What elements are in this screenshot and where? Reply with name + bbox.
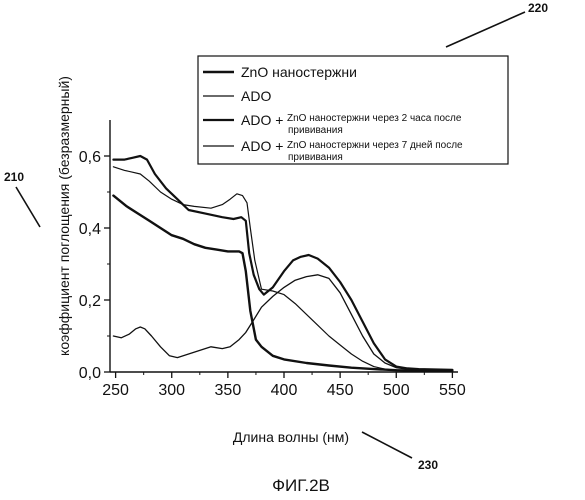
legend-prefix-ado-zno-7d: ADO + [241, 138, 283, 154]
legend-continuation-ado-zno-2h: прививания [288, 125, 343, 136]
legend-prefix-ado-zno-2h: ADO + [241, 112, 283, 128]
y-tick-label: 0,2 [79, 293, 101, 310]
series-line-ado-zno-2h [113, 156, 452, 370]
legend-label-ado-zno-7d: ZnO наностержни через 7 дней после [287, 140, 463, 151]
series-line-zno [113, 196, 452, 371]
y-tick-label: 0,6 [79, 149, 101, 166]
x-axis-title: Длина волны (нм) [233, 429, 349, 445]
x-tick-label: 350 [215, 382, 242, 399]
series-line-ado [113, 275, 452, 370]
series-line-ado-zno-7d [113, 167, 452, 371]
y-tick-label: 0,4 [79, 221, 101, 238]
legend-label-ado: ADO [241, 88, 271, 104]
x-tick-label: 450 [327, 382, 354, 399]
ref-leader-230 [362, 432, 412, 458]
legend-label-ado-zno-2h: ZnO наностержни через 2 часа после [287, 113, 462, 124]
x-tick-label: 500 [383, 382, 410, 399]
x-tick-label: 400 [271, 382, 298, 399]
ref-label-220: 220 [528, 1, 548, 15]
ref-leader-220 [446, 12, 525, 47]
y-axis-title: коэффициент поглощения (безразмерный) [56, 76, 72, 356]
ref-label-210: 210 [4, 170, 24, 184]
x-tick-label: 550 [439, 382, 466, 399]
legend: ZnO наностержни ADO ADO + ZnO наностержн… [198, 56, 508, 164]
x-tick-label: 300 [158, 382, 185, 399]
legend-continuation-ado-zno-7d: прививания [288, 152, 343, 163]
legend-label-zno: ZnO наностержни [241, 64, 357, 80]
ref-label-230: 230 [418, 458, 438, 472]
series-layer [113, 156, 452, 371]
y-tick-label: 0,0 [79, 365, 101, 382]
ref-leader-210 [16, 187, 40, 227]
figure-caption: ФИГ.2В [272, 476, 330, 495]
y-axis-ticks: 0,0 0,2 0,4 0,6 [79, 149, 110, 382]
x-axis-ticks: 250 300 350 400 450 500 550 [102, 372, 466, 399]
x-tick-label: 250 [102, 382, 129, 399]
